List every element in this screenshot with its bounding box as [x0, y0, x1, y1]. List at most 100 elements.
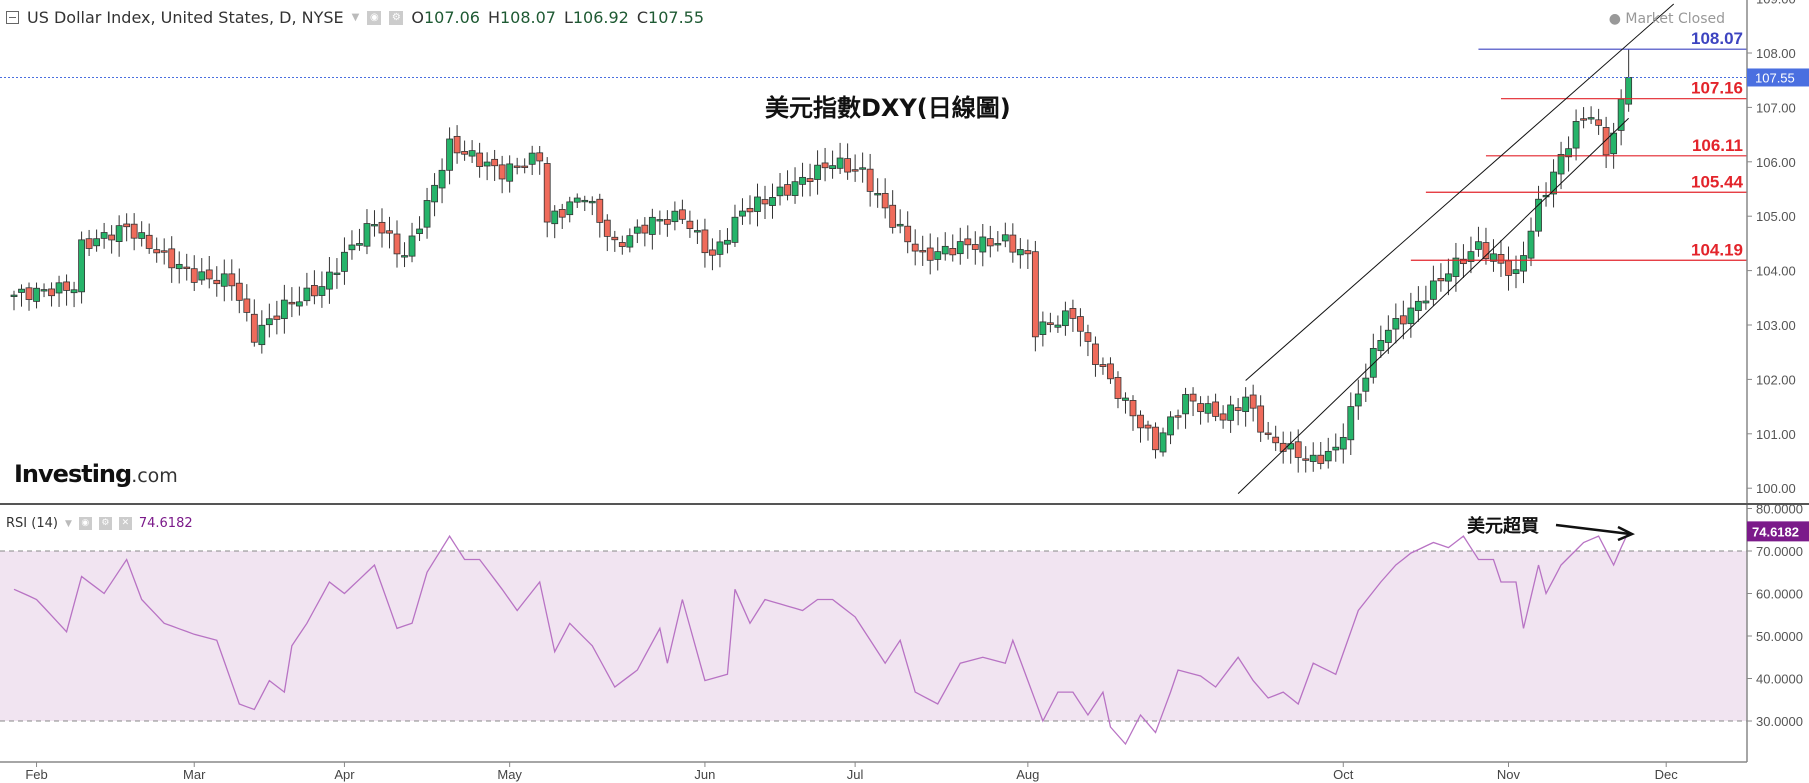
candle-body	[310, 285, 318, 297]
candle-body	[461, 151, 469, 155]
candle	[964, 225, 972, 259]
candle	[1332, 433, 1340, 462]
candle-body	[168, 248, 176, 269]
time-tick-label: Aug	[1016, 767, 1039, 782]
candle	[25, 282, 33, 311]
candle	[453, 125, 461, 164]
rsi-value: 74.6182	[138, 516, 193, 531]
channel-line-lower	[1237, 117, 1629, 495]
candle	[183, 253, 191, 281]
candle	[1625, 49, 1633, 112]
candle	[1362, 363, 1370, 402]
candle-body	[40, 289, 48, 292]
candle	[806, 163, 814, 197]
candle	[138, 221, 146, 247]
candle	[63, 274, 70, 306]
candle-body	[1227, 404, 1235, 421]
time-tick-label: Oct	[1333, 767, 1354, 782]
candle-body	[1137, 414, 1144, 429]
eye-icon[interactable]: ◉	[78, 517, 92, 530]
candle	[483, 152, 491, 181]
candle	[648, 208, 656, 250]
candle	[1414, 286, 1422, 322]
candle	[175, 251, 183, 284]
candle	[536, 145, 544, 175]
price-tick-label: 100.00	[1756, 481, 1796, 496]
candle	[986, 225, 994, 258]
last-price-tag-label: 107.55	[1755, 70, 1795, 85]
candle	[363, 209, 371, 255]
level-label: 105.44	[1691, 172, 1744, 191]
candle	[228, 259, 236, 301]
candle	[461, 140, 469, 161]
annotation-title: 美元指數DXY(日線圖)	[765, 94, 1011, 122]
candle-body	[844, 158, 852, 173]
candle-body	[1219, 413, 1227, 421]
candle	[1046, 312, 1054, 333]
candle	[1527, 217, 1535, 267]
eye-icon[interactable]: ◉	[367, 10, 382, 25]
candle	[1107, 357, 1114, 384]
candle	[776, 173, 784, 206]
candle-body	[1490, 253, 1497, 262]
candle	[1422, 285, 1430, 310]
candle	[1242, 387, 1250, 427]
candle-body	[183, 266, 191, 269]
candle-body	[1542, 194, 1550, 198]
collapse-icon[interactable]	[6, 11, 19, 24]
candle-body	[273, 315, 281, 320]
candle-body	[971, 244, 979, 250]
candle-body	[1414, 300, 1422, 311]
candle-body	[1167, 416, 1174, 436]
candle-body	[1174, 415, 1182, 418]
candle	[498, 155, 506, 194]
candle	[1302, 446, 1310, 473]
candle	[641, 217, 649, 247]
candle	[851, 154, 859, 182]
candle	[33, 282, 40, 309]
candle	[543, 157, 551, 238]
chevron-down-icon[interactable]: ▼	[351, 12, 360, 23]
candle	[566, 196, 574, 223]
candle	[671, 201, 679, 231]
gear-icon[interactable]: ⚙	[98, 517, 112, 530]
candle	[468, 140, 476, 163]
candle	[235, 268, 243, 314]
candle	[160, 238, 168, 265]
candle	[1369, 333, 1377, 384]
candle-body	[1122, 397, 1129, 401]
candle-body	[506, 163, 514, 182]
candle-body	[348, 244, 356, 251]
candle-body	[1399, 315, 1407, 325]
rsi-label[interactable]: RSI (14)	[6, 516, 58, 531]
candle-body	[739, 210, 746, 217]
candle	[295, 286, 303, 316]
candle	[596, 193, 604, 238]
candle-body	[153, 249, 161, 254]
candle-body	[1535, 198, 1542, 232]
candle-body	[1595, 119, 1603, 126]
candle	[1234, 398, 1242, 426]
candle-body	[265, 318, 273, 326]
candle	[408, 222, 416, 263]
candle	[1377, 325, 1385, 358]
candle-body	[889, 204, 897, 228]
candle-body	[1257, 405, 1265, 433]
candle	[1520, 241, 1527, 284]
candle-body	[641, 224, 649, 234]
rsi-tick-label: 70.0000	[1756, 544, 1803, 559]
candle	[1077, 308, 1084, 347]
gear-icon[interactable]: ⚙	[389, 10, 404, 25]
candle-body	[78, 239, 85, 293]
candle	[1384, 315, 1392, 354]
candle	[949, 234, 957, 262]
symbol-title[interactable]: US Dollar Index, United States, D, NYSE	[27, 8, 344, 27]
candle-body	[371, 224, 378, 227]
chevron-down-icon[interactable]: ▼	[64, 518, 72, 529]
candle-body	[566, 201, 574, 216]
candle	[1490, 239, 1497, 272]
close-icon[interactable]: ✕	[118, 517, 132, 530]
rsi-tick-label: 50.0000	[1756, 629, 1803, 644]
candle-body	[716, 241, 724, 255]
